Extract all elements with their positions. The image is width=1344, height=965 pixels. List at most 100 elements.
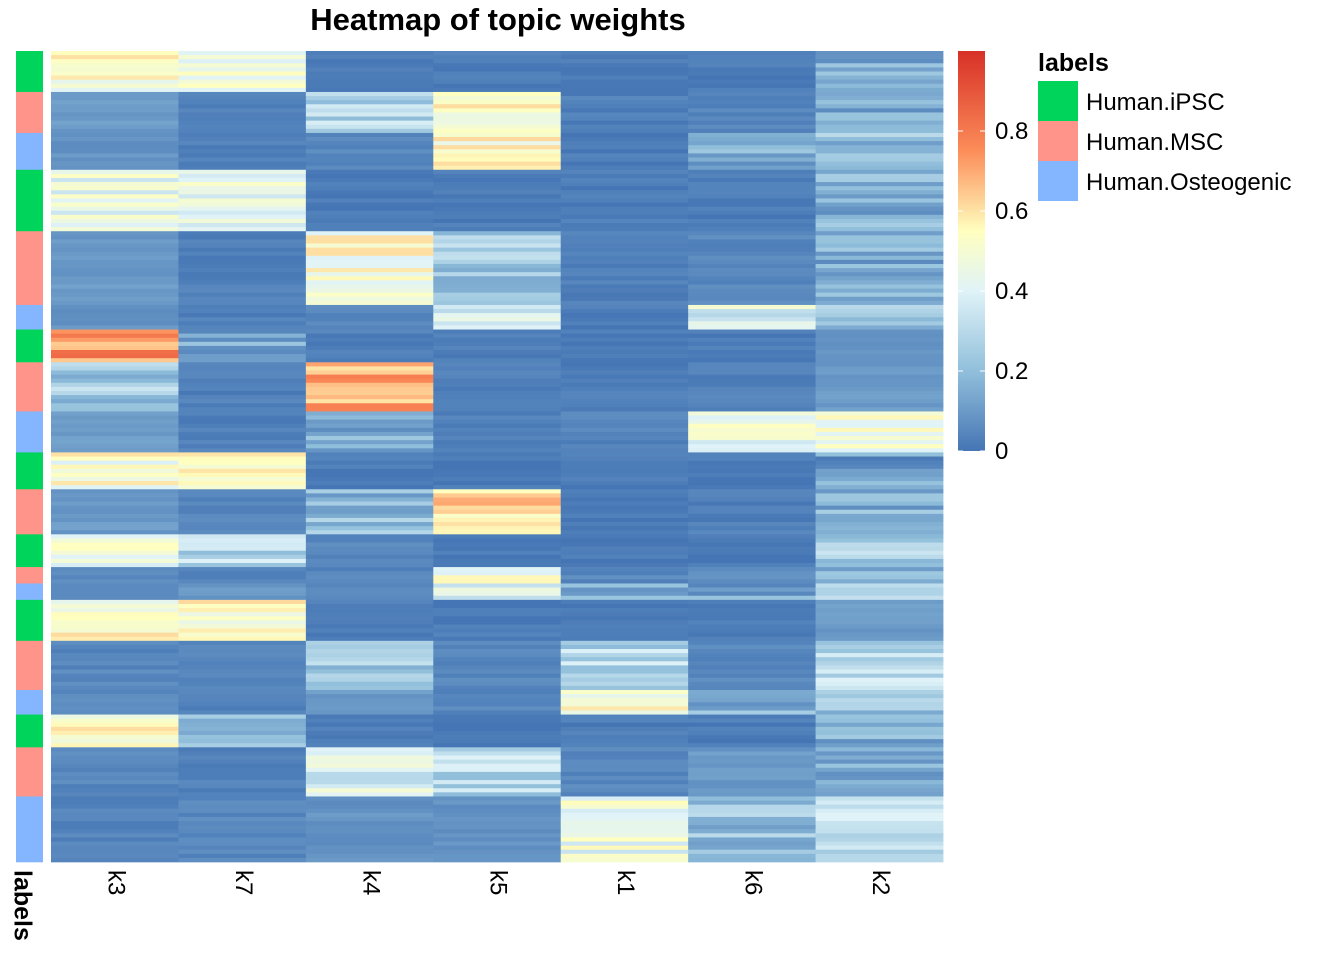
heatmap-cell (51, 481, 179, 486)
heatmap-cell (560, 55, 689, 60)
heatmap-cell (815, 735, 944, 740)
heatmap-cell (305, 423, 434, 429)
legend-label-1: Human.MSC (1086, 129, 1223, 156)
heatmap-cell (178, 173, 307, 179)
heatmap-cell (688, 280, 816, 285)
heatmap-cell (305, 276, 434, 281)
heatmap-cell (51, 853, 179, 859)
heatmap-cell (688, 571, 816, 576)
heatmap-cell (815, 96, 944, 101)
heatmap-cell (688, 702, 816, 707)
annotation-block-19 (16, 796, 43, 863)
heatmap-cell (815, 337, 944, 343)
column-label-k5: k5 (485, 870, 512, 895)
heatmap-cell (51, 59, 179, 64)
heatmap-cell (560, 317, 689, 322)
heatmap-cell (433, 538, 562, 543)
heatmap-cell (51, 780, 179, 785)
heatmap-cell (560, 198, 689, 203)
column-label-k6: k6 (740, 870, 767, 895)
heatmap-cell (433, 468, 562, 474)
heatmap-cell (51, 464, 179, 470)
heatmap-cell (51, 485, 179, 490)
heatmap-cell (815, 128, 944, 134)
heatmap-cell (178, 440, 307, 445)
heatmap-cells (51, 51, 944, 863)
heatmap-cell (433, 63, 562, 68)
heatmap-cell (560, 526, 689, 531)
heatmap-cell (178, 399, 307, 404)
heatmap-cell (688, 83, 816, 89)
heatmap-cell (433, 845, 562, 851)
heatmap-cell (305, 227, 434, 232)
heatmap-cell (178, 177, 307, 183)
heatmap-cell (560, 501, 689, 507)
heatmap-cell (688, 685, 816, 691)
heatmap-cell (305, 599, 434, 605)
heatmap-cell (560, 141, 689, 146)
heatmap-cell (688, 800, 816, 806)
heatmap-cell (815, 280, 944, 285)
heatmap-cell (815, 816, 944, 822)
heatmap-cell (815, 784, 944, 789)
heatmap-cell (688, 427, 816, 433)
heatmap-cell (178, 825, 307, 830)
heatmap-cell (815, 329, 944, 334)
heatmap-cell (305, 788, 434, 793)
heatmap-cell (815, 751, 944, 756)
heatmap-cell (688, 358, 816, 363)
heatmap-cell (305, 730, 434, 736)
heatmap-cell (305, 63, 434, 68)
heatmap-cell (815, 575, 944, 580)
heatmap-cell (51, 403, 179, 408)
heatmap-cell (815, 415, 944, 420)
heatmap-cell (815, 79, 944, 85)
heatmap-cell (560, 362, 689, 367)
heatmap-cell (560, 304, 689, 310)
heatmap-cell (305, 767, 434, 773)
heatmap-cell (51, 317, 179, 322)
heatmap-cell (688, 350, 816, 355)
heatmap-cell (51, 407, 179, 412)
heatmap-cell (433, 542, 562, 547)
heatmap-cell (688, 661, 816, 666)
heatmap-cell (815, 849, 944, 855)
heatmap-cell (815, 149, 944, 154)
heatmap-cell (688, 722, 816, 728)
heatmap-cell (815, 231, 944, 236)
heatmap-cell (560, 775, 689, 781)
heatmap-cell (688, 542, 816, 547)
heatmap-cell (433, 726, 562, 732)
heatmap-cell (560, 595, 689, 601)
heatmap-cell (433, 120, 562, 126)
heatmap-cell (815, 476, 944, 482)
heatmap-cell (688, 452, 816, 457)
heatmap-cell (305, 562, 434, 568)
heatmap-cell (51, 399, 179, 404)
heatmap-cell (815, 223, 944, 228)
heatmap-cell (178, 317, 307, 322)
heatmap-cell (51, 55, 179, 60)
heatmap-cell (560, 288, 689, 294)
heatmap-cell (305, 620, 434, 625)
heatmap-cell (433, 780, 562, 785)
heatmap-cell (178, 743, 307, 748)
heatmap-cell (305, 816, 434, 822)
heatmap-cell (51, 771, 179, 777)
heatmap-cell (433, 513, 562, 519)
heatmap-cell (815, 649, 944, 654)
heatmap-cell (51, 276, 179, 281)
heatmap-cell (51, 329, 179, 334)
heatmap-cell (178, 304, 307, 310)
heatmap-cell (688, 751, 816, 756)
heatmap-cell (433, 227, 562, 232)
heatmap-cell (433, 464, 562, 470)
heatmap-cell (688, 161, 816, 167)
heatmap-cell (688, 173, 816, 179)
heatmap-cell (178, 579, 307, 584)
heatmap-cell (178, 186, 307, 191)
annotation-block-12 (16, 567, 43, 584)
heatmap-cell (688, 145, 816, 150)
heatmap-cell (815, 747, 944, 752)
colorbar-tick-label: 0.6 (995, 198, 1028, 225)
